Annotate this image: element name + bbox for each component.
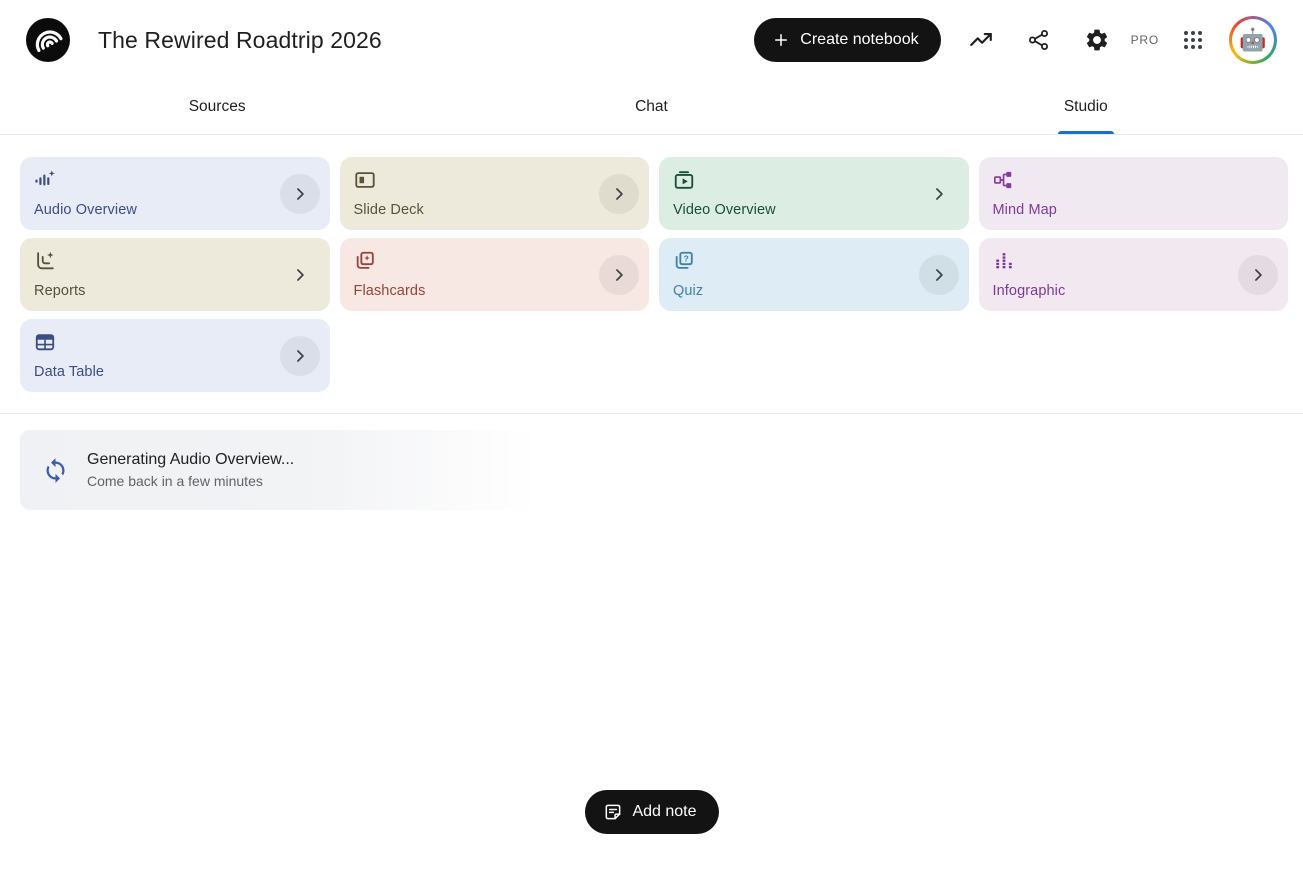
card-label: Quiz bbox=[673, 283, 704, 299]
flashcards-star-icon bbox=[354, 250, 376, 272]
chevron-right-icon bbox=[290, 184, 310, 204]
share-button[interactable] bbox=[1015, 16, 1063, 64]
trending-up-icon bbox=[968, 27, 994, 53]
open-card-button[interactable] bbox=[918, 254, 959, 295]
header-icon-row: PRO 🤖 bbox=[947, 16, 1277, 64]
infographic-bars-icon bbox=[993, 250, 1015, 272]
tab-studio[interactable]: Studio bbox=[869, 80, 1303, 134]
chevron-right-icon bbox=[609, 265, 629, 285]
tab-chat[interactable]: Chat bbox=[434, 80, 868, 134]
share-icon bbox=[1027, 28, 1051, 52]
card-label: Infographic bbox=[992, 283, 1066, 299]
pro-badge: PRO bbox=[1130, 33, 1159, 47]
card-label: Flashcards bbox=[353, 283, 426, 299]
avatar-robot-image: 🤖 bbox=[1232, 19, 1274, 61]
audio-waveform-sparkle-icon bbox=[34, 169, 56, 191]
main-tab-bar: Sources Chat Studio bbox=[0, 80, 1303, 135]
tab-sources-label: Sources bbox=[188, 98, 246, 115]
video-overview-icon bbox=[673, 169, 695, 191]
generating-title: Generating Audio Overview... bbox=[87, 451, 295, 468]
tab-chat-label: Chat bbox=[635, 98, 668, 115]
settings-gear-icon bbox=[1084, 27, 1110, 53]
data-table-icon bbox=[34, 331, 56, 353]
card-label: Video Overview bbox=[673, 202, 776, 218]
google-apps-button[interactable] bbox=[1169, 16, 1217, 64]
mind-map-icon bbox=[993, 169, 1015, 191]
studio-card-slide-deck[interactable]: Slide Deck bbox=[339, 157, 649, 230]
open-card-button[interactable] bbox=[599, 254, 639, 295]
add-note-button[interactable]: Add note bbox=[584, 790, 719, 834]
studio-divider bbox=[0, 413, 1303, 414]
quiz-cards-icon: ? bbox=[673, 250, 695, 272]
tab-sources[interactable]: Sources bbox=[0, 80, 434, 134]
card-label: Mind Map bbox=[992, 202, 1057, 218]
chevron-right-icon bbox=[1248, 265, 1268, 285]
notebooklm-logo bbox=[26, 18, 70, 62]
generating-status-row: Generating Audio Overview... Come back i… bbox=[20, 430, 540, 510]
tab-studio-label: Studio bbox=[1063, 98, 1108, 115]
app-header: The Rewired Roadtrip 2026 Create noteboo… bbox=[0, 0, 1303, 80]
studio-card-quiz[interactable]: ? Quiz bbox=[659, 238, 969, 311]
apps-grid-icon bbox=[1181, 28, 1205, 52]
open-card-button[interactable] bbox=[1238, 254, 1278, 295]
chevron-right-icon bbox=[929, 184, 949, 204]
card-label: Data Table bbox=[34, 364, 105, 380]
add-note-label: Add note bbox=[632, 803, 697, 820]
open-card-button[interactable] bbox=[919, 174, 959, 214]
note-icon bbox=[602, 802, 622, 822]
studio-card-infographic[interactable]: Infographic bbox=[978, 238, 1288, 311]
active-tab-underline bbox=[1057, 131, 1114, 134]
analytics-button[interactable] bbox=[957, 16, 1005, 64]
generating-text-block: Generating Audio Overview... Come back i… bbox=[87, 451, 294, 489]
chevron-right-icon bbox=[929, 265, 949, 285]
create-notebook-button[interactable]: Create notebook bbox=[754, 18, 941, 62]
studio-card-data-table[interactable]: Data Table bbox=[20, 319, 330, 392]
studio-card-grid: Audio Overview Slide Deck bbox=[20, 157, 1288, 392]
notebook-title[interactable]: The Rewired Roadtrip 2026 bbox=[98, 26, 382, 53]
studio-card-audio-overview[interactable]: Audio Overview bbox=[20, 157, 330, 230]
chevron-right-icon bbox=[609, 184, 629, 204]
studio-card-reports[interactable]: Reports bbox=[20, 238, 330, 311]
generating-subtitle: Come back in a few minutes bbox=[87, 473, 263, 489]
report-sparkle-icon bbox=[34, 250, 56, 272]
card-label: Reports bbox=[34, 283, 86, 299]
svg-text:?: ? bbox=[683, 254, 688, 264]
card-label: Audio Overview bbox=[34, 202, 137, 218]
open-card-button[interactable] bbox=[599, 173, 639, 214]
studio-card-flashcards[interactable]: Flashcards bbox=[339, 238, 649, 311]
open-card-button[interactable] bbox=[279, 173, 320, 214]
slide-deck-icon bbox=[354, 169, 376, 191]
chevron-right-icon bbox=[290, 346, 310, 366]
settings-button[interactable] bbox=[1073, 16, 1121, 64]
chevron-right-icon bbox=[290, 265, 310, 285]
plus-icon bbox=[772, 31, 790, 49]
studio-card-mind-map[interactable]: Mind Map bbox=[978, 157, 1288, 230]
open-card-button[interactable] bbox=[280, 255, 320, 295]
account-avatar[interactable]: 🤖 bbox=[1229, 16, 1277, 64]
card-label: Slide Deck bbox=[353, 202, 424, 218]
studio-card-video-overview[interactable]: Video Overview bbox=[659, 157, 969, 230]
sync-arrows-icon bbox=[42, 457, 69, 484]
open-card-button[interactable] bbox=[279, 335, 320, 376]
create-notebook-label: Create notebook bbox=[800, 31, 919, 48]
